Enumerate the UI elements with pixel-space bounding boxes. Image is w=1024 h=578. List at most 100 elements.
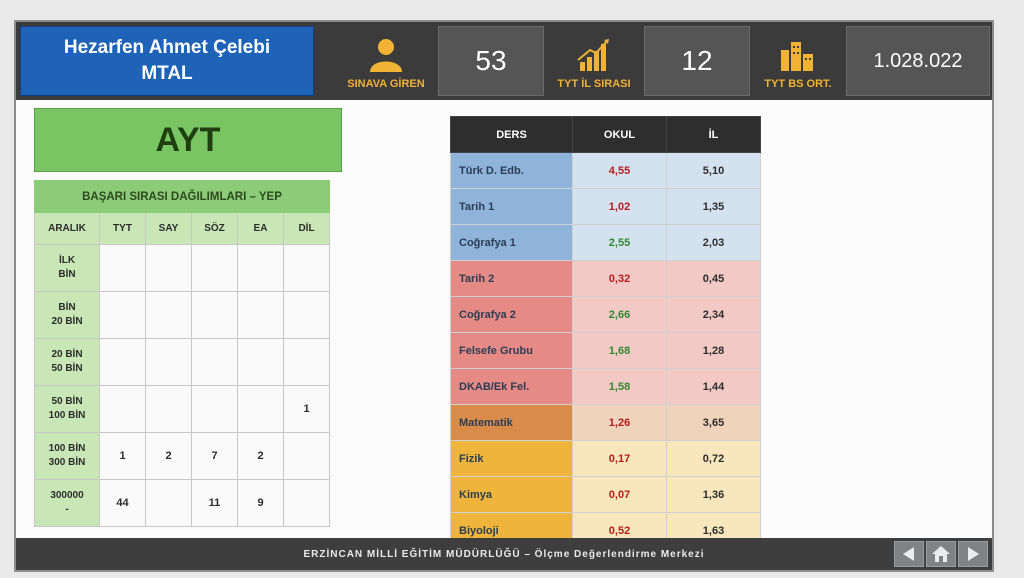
- dist-cell: [99, 338, 146, 386]
- subject-scores-header: DERS OKUL İL: [450, 116, 761, 153]
- school-score: 2,55: [572, 224, 667, 261]
- ayt-title: AYT: [34, 108, 342, 172]
- dist-cell: [283, 338, 330, 386]
- dist-cell: [283, 432, 330, 480]
- dist-cell: [145, 479, 192, 527]
- dist-col-header: TYT: [99, 212, 146, 245]
- dist-col-header: DİL: [283, 212, 330, 245]
- province-score: 0,45: [666, 260, 761, 297]
- dist-range-line1: 300000: [50, 490, 84, 501]
- scores-col-header: OKUL: [572, 116, 667, 153]
- dist-cell: 2: [145, 432, 192, 480]
- province-score: 2,03: [666, 224, 761, 261]
- dist-cell: [283, 479, 330, 527]
- dist-cell: [145, 338, 192, 386]
- dist-cell: 7: [191, 432, 238, 480]
- rank-distribution-title: BAŞARI SIRASI DAĞILIMLARI – YEP: [34, 180, 330, 213]
- subject-name: Tarih 2: [450, 260, 573, 297]
- dist-cell: [145, 244, 192, 292]
- province-score: 5,10: [666, 152, 761, 189]
- header-bar: Hezarfen Ahmet Çelebi MTAL SINAVA GİREN …: [16, 22, 992, 100]
- dist-range-line1: İLK: [58, 255, 76, 266]
- dist-cell: [191, 385, 238, 433]
- scores-row: Tarih 1 1,02 1,35: [450, 188, 761, 225]
- dist-cell: [145, 385, 192, 433]
- province-score: 1,28: [666, 332, 761, 369]
- dist-row: 20 BİN 50 BİN: [34, 338, 330, 386]
- province-score: 3,65: [666, 404, 761, 441]
- dist-cell: 1: [283, 385, 330, 433]
- dist-range-label: 50 BİN 100 BİN: [34, 385, 100, 433]
- scores-row: Coğrafya 1 2,55 2,03: [450, 224, 761, 261]
- subject-scores-table: DERS OKUL İL Türk D. Edb. 4,55 5,10 Tarih 1 1,…: [450, 116, 761, 549]
- dist-row: 50 BİN 100 BİN 1: [34, 385, 330, 433]
- dist-range-line1: 100 BİN: [48, 443, 86, 454]
- dist-range-line1: 20 BİN: [51, 349, 83, 360]
- dist-row: İLK BİN: [34, 244, 330, 292]
- school-score: 1,58: [572, 368, 667, 405]
- next-button[interactable]: [958, 541, 988, 567]
- prev-arrow-icon: [903, 547, 914, 561]
- metric-participants-value: 53: [438, 26, 544, 96]
- dist-cell: 44: [99, 479, 146, 527]
- nav-buttons: [894, 541, 988, 567]
- dist-cell: [99, 385, 146, 433]
- home-icon: [932, 546, 950, 562]
- home-button[interactable]: [926, 541, 956, 567]
- report-slide: Hezarfen Ahmet Çelebi MTAL SINAVA GİREN …: [14, 20, 994, 572]
- dist-range-label: İLK BİN: [34, 244, 100, 292]
- subject-name: Kimya: [450, 476, 573, 513]
- dist-cell: 11: [191, 479, 238, 527]
- subject-name: Coğrafya 2: [450, 296, 573, 333]
- scores-col-header: DERS: [450, 116, 573, 153]
- subject-name: DKAB/Ek Fel.: [450, 368, 573, 405]
- dist-cell: 9: [237, 479, 284, 527]
- dist-cell: [237, 291, 284, 339]
- next-arrow-icon: [968, 547, 979, 561]
- school-name-line2: MTAL: [141, 63, 193, 84]
- dist-range-line2: 20 BİN: [51, 316, 83, 327]
- dist-range-label: 20 BİN 50 BİN: [34, 338, 100, 386]
- dist-range-label: 100 BİN 300 BİN: [34, 432, 100, 480]
- scores-row: Matematik 1,26 3,65: [450, 404, 761, 441]
- dist-col-header: EA: [237, 212, 284, 245]
- dist-range-label: BİN 20 BİN: [34, 291, 100, 339]
- dist-range-line2: 50 BİN: [51, 363, 83, 374]
- dist-range-line2: 100 BİN: [48, 410, 86, 421]
- scores-row: Kimya 0,07 1,36: [450, 476, 761, 513]
- subject-name: Felsefe Grubu: [450, 332, 573, 369]
- school-score: 2,66: [572, 296, 667, 333]
- dist-cell: [191, 338, 238, 386]
- dist-row: BİN 20 BİN: [34, 291, 330, 339]
- subject-name: Türk D. Edb.: [450, 152, 573, 189]
- rank-distribution-header: ARALIK TYT SAY SÖZ EA DİL: [34, 212, 330, 245]
- metric-tyt-bs-avg-value: 1.028.022: [846, 26, 990, 96]
- dist-cell: [145, 291, 192, 339]
- metric-tyt-il-rank-label: TYT İL SIRASI: [544, 26, 644, 96]
- dist-cell: [237, 385, 284, 433]
- dist-range-line2: BİN: [58, 269, 76, 280]
- dist-cell: [99, 291, 146, 339]
- dist-cell: [237, 244, 284, 292]
- prev-button[interactable]: [894, 541, 924, 567]
- subject-name: Fizik: [450, 440, 573, 477]
- school-score: 0,07: [572, 476, 667, 513]
- chart-building-icon: [781, 42, 813, 71]
- rank-distribution-table: BAŞARI SIRASI DAĞILIMLARI – YEP ARALIK TY…: [34, 180, 330, 527]
- dist-col-header: SAY: [145, 212, 192, 245]
- province-score: 1,44: [666, 368, 761, 405]
- province-score: 0,72: [666, 440, 761, 477]
- dist-cell: [237, 338, 284, 386]
- dist-row: 300000 - 44 11 9: [34, 479, 330, 527]
- subject-name: Coğrafya 1: [450, 224, 573, 261]
- dist-range-line2: 300 BİN: [48, 457, 86, 468]
- school-score: 1,02: [572, 188, 667, 225]
- scores-row: Tarih 2 0,32 0,45: [450, 260, 761, 297]
- metric-participants-label: SINAVA GİREN: [334, 26, 438, 96]
- scores-row: Fizik 0,17 0,72: [450, 440, 761, 477]
- dist-range-line1: BİN: [58, 302, 76, 313]
- scores-row: Türk D. Edb. 4,55 5,10: [450, 152, 761, 189]
- metric-tyt-bs-avg-label: TYT BS ORT.: [750, 26, 846, 96]
- province-score: 2,34: [666, 296, 761, 333]
- scores-row: DKAB/Ek Fel. 1,58 1,44: [450, 368, 761, 405]
